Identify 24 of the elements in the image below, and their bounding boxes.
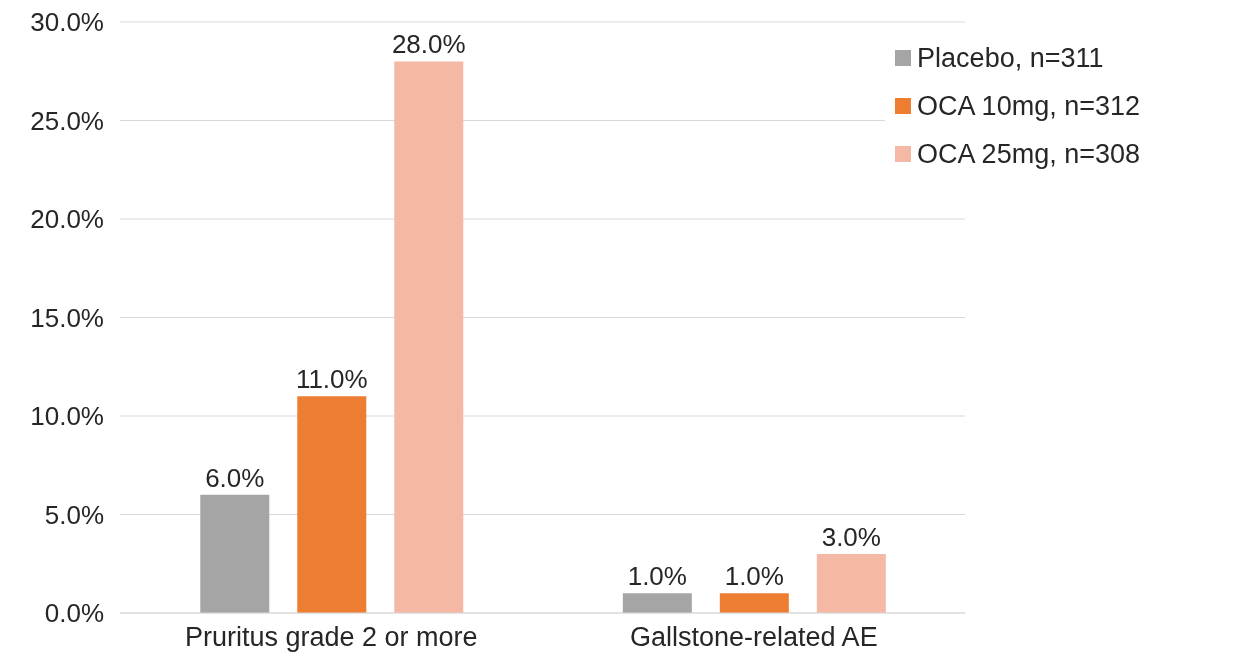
y-tick-label: 5.0% — [44, 499, 104, 530]
x-tick-label: Gallstone-related AE — [630, 622, 878, 653]
bar — [719, 593, 789, 613]
legend-label: OCA 10mg, n=312 — [917, 90, 1140, 122]
data-label: 1.0% — [627, 561, 687, 592]
y-tick-label: 30.0% — [30, 7, 104, 38]
data-label: 3.0% — [821, 521, 881, 552]
data-label: 1.0% — [724, 561, 784, 592]
y-tick-label: 15.0% — [30, 302, 104, 333]
y-tick-label: 0.0% — [44, 598, 104, 629]
legend-label: Placebo, n=311 — [917, 42, 1104, 74]
bar — [622, 593, 692, 613]
y-tick-label: 20.0% — [30, 204, 104, 235]
bar — [297, 396, 367, 613]
bar — [394, 61, 464, 613]
bar — [200, 494, 270, 613]
data-label: 11.0% — [295, 364, 368, 395]
x-tick-label: Pruritus grade 2 or more — [184, 622, 478, 653]
y-tick-label: 10.0% — [30, 401, 104, 432]
data-label: 28.0% — [391, 29, 466, 60]
bar — [816, 553, 886, 613]
y-tick-label: 25.0% — [30, 105, 104, 136]
legend-label: OCA 25mg, n=308 — [917, 138, 1140, 170]
data-label: 6.0% — [205, 462, 265, 493]
